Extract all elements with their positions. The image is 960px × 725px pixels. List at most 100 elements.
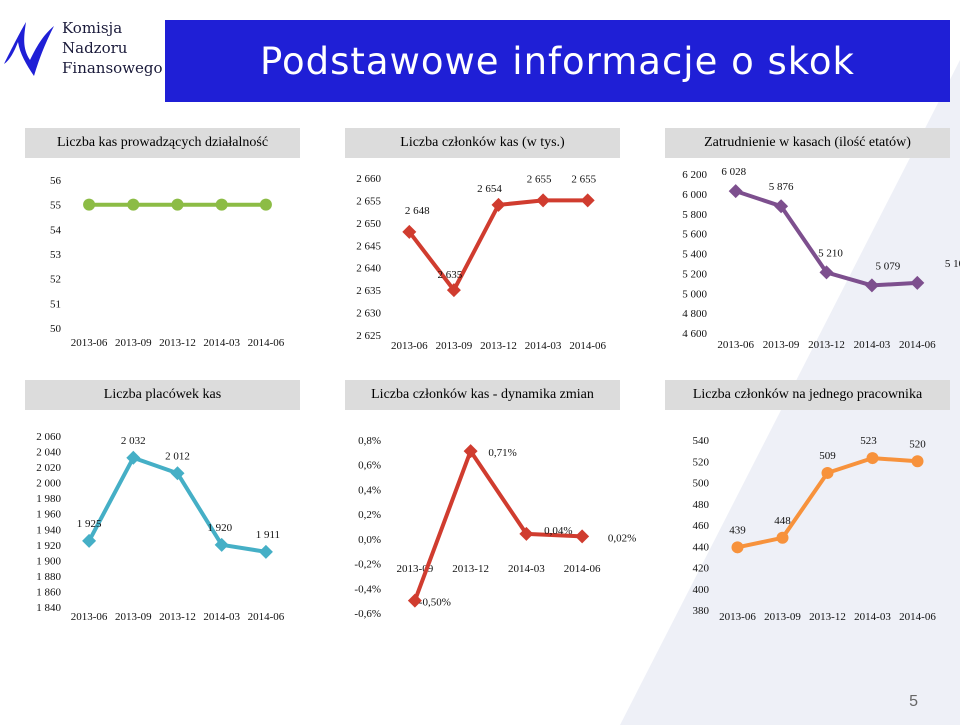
x-tick-label: 2014-06 bbox=[899, 339, 936, 351]
data-label: 523 bbox=[860, 435, 877, 447]
series-line bbox=[407, 198, 588, 293]
x-tick-label: 2013-06 bbox=[71, 337, 108, 349]
data-label: 2 032 bbox=[121, 435, 146, 447]
x-tick-label: 2013-12 bbox=[159, 611, 196, 623]
data-point bbox=[491, 197, 506, 212]
x-tick-label: 2013-06 bbox=[71, 611, 108, 623]
chart-title: Zatrudnienie w kasach (ilość etatów) bbox=[665, 128, 950, 158]
logo-mark-icon bbox=[4, 22, 54, 76]
x-tick-label: 2013-06 bbox=[719, 611, 756, 623]
y-tick-label: 480 bbox=[693, 499, 710, 511]
y-tick-label: 1 860 bbox=[36, 586, 61, 598]
y-tick-label: 1 840 bbox=[36, 602, 61, 614]
page-title: Podstawowe informacje o skok bbox=[165, 20, 950, 102]
x-tick-label: 2014-06 bbox=[248, 611, 285, 623]
data-point bbox=[866, 452, 879, 465]
data-label: 448 bbox=[774, 515, 791, 527]
y-tick-label: 5 000 bbox=[682, 288, 707, 300]
y-tick-label: 4 800 bbox=[682, 308, 707, 320]
data-label: 1 920 bbox=[207, 522, 232, 534]
y-tick-label: 1 960 bbox=[36, 509, 61, 521]
y-tick-label: 6 000 bbox=[682, 189, 707, 201]
x-tick-label: 2013-12 bbox=[480, 340, 517, 352]
y-tick-label: 420 bbox=[693, 563, 710, 575]
page-number: 5 bbox=[909, 693, 918, 710]
data-point bbox=[536, 193, 551, 208]
chart-dynamika: 0,8% 0,6% 0,4% 0,2% 0,0% -0,2% -0,4% -0,6% 2013-… bbox=[354, 435, 636, 620]
data-label: 6 028 bbox=[721, 166, 746, 178]
y-tick-label: 2 655 bbox=[356, 195, 381, 207]
x-tick-label: 2014-06 bbox=[899, 611, 936, 623]
chart-title: Liczba członków na jednego pracownika bbox=[665, 380, 950, 410]
chart-panel-dynamika: Liczba członków kas - dynamika zmian 0,8… bbox=[345, 380, 636, 630]
y-tick-label: 1 980 bbox=[36, 493, 61, 505]
y-tick-label: 2 000 bbox=[36, 478, 61, 490]
x-tick-label: 2013-09 bbox=[764, 611, 801, 623]
y-tick-label: 5 800 bbox=[682, 209, 707, 221]
data-label: 2 655 bbox=[571, 173, 596, 185]
y-tick-label: 380 bbox=[693, 605, 710, 617]
data-label: 2 654 bbox=[477, 183, 502, 195]
x-tick-label: 2013-06 bbox=[391, 340, 428, 352]
logo-line-2: Nadzoru bbox=[62, 39, 128, 57]
data-label: 5 210 bbox=[818, 247, 843, 259]
y-tick-label: 2 645 bbox=[356, 240, 381, 252]
x-tick-label: 2013-09 bbox=[763, 339, 800, 351]
y-tick-label: 1 880 bbox=[36, 571, 61, 583]
data-point bbox=[171, 198, 184, 211]
y-tick-label: 1 900 bbox=[36, 555, 61, 567]
y-tick-label: 2 650 bbox=[356, 218, 381, 230]
x-tick-label: 2013-06 bbox=[717, 339, 754, 351]
x-tick-label: 2013-12 bbox=[808, 339, 845, 351]
y-tick-label: 2 630 bbox=[356, 308, 381, 320]
x-tick-label: 2013-12 bbox=[159, 337, 196, 349]
chart-title: Liczba kas prowadzących działalność bbox=[25, 128, 300, 158]
chart-czlonkowie: 2 660 2 655 2 650 2 645 2 640 2 635 2 630 2 625… bbox=[356, 173, 606, 352]
y-tick-label: 52 bbox=[50, 274, 61, 286]
data-point bbox=[446, 283, 461, 298]
y-tick-label: 5 600 bbox=[682, 229, 707, 241]
y-tick-label: 540 bbox=[693, 435, 710, 447]
data-point bbox=[463, 444, 478, 459]
x-tick-label: 2013-12 bbox=[809, 611, 846, 623]
y-tick-label: 1 920 bbox=[36, 540, 61, 552]
data-point bbox=[821, 466, 834, 479]
data-label: 5 079 bbox=[876, 260, 901, 272]
data-point bbox=[864, 278, 879, 293]
y-tick-label: 55 bbox=[50, 200, 62, 212]
chart-panel-na-pracownika: Liczba członków na jednego pracownika 54… bbox=[665, 380, 950, 630]
knf-logo: Komisja Nadzoru Finansowego bbox=[0, 0, 165, 100]
y-tick-label: 2 020 bbox=[36, 462, 61, 474]
y-tick-label: 50 bbox=[50, 323, 62, 335]
data-point bbox=[580, 193, 595, 208]
chart-zatrudnienie: 6 200 6 000 5 800 5 600 5 400 5 200 5 000 4 800… bbox=[682, 166, 960, 351]
data-point bbox=[126, 450, 141, 465]
y-tick-label: 4 600 bbox=[682, 328, 707, 340]
data-label: 0,04% bbox=[544, 525, 572, 537]
x-tick-label: 2014-03 bbox=[854, 339, 891, 351]
data-label: 509 bbox=[819, 450, 836, 462]
chart-title: Liczba członków kas - dynamika zmian bbox=[345, 380, 620, 410]
y-tick-label: 51 bbox=[50, 298, 61, 310]
data-label: 2 635 bbox=[438, 269, 463, 281]
data-point bbox=[214, 537, 229, 552]
y-tick-label: -0,2% bbox=[354, 559, 381, 571]
data-point bbox=[819, 265, 834, 280]
chart-panel-czlonkowie: Liczba członków kas (w tys.) 2 660 2 655 2… bbox=[345, 128, 620, 355]
y-tick-label: 0,6% bbox=[358, 460, 381, 472]
data-point bbox=[407, 593, 422, 608]
x-tick-label: 2014-03 bbox=[525, 340, 562, 352]
data-point bbox=[776, 531, 789, 544]
x-tick-label: 2014-06 bbox=[564, 563, 601, 575]
y-tick-label: 6 200 bbox=[682, 169, 707, 181]
y-tick-label: 53 bbox=[50, 249, 62, 261]
y-tick-label: -0,4% bbox=[354, 583, 381, 595]
x-tick-label: 2013-12 bbox=[452, 563, 489, 575]
x-tick-label: 2013-09 bbox=[115, 337, 152, 349]
x-tick-label: 2014-06 bbox=[569, 340, 606, 352]
y-tick-label: 400 bbox=[693, 584, 710, 596]
chart-panel-kasy: Liczba kas prowadzących działalność 56 55… bbox=[25, 128, 300, 355]
y-tick-label: 2 635 bbox=[356, 285, 381, 297]
data-label: 439 bbox=[729, 524, 746, 536]
data-point bbox=[774, 199, 789, 214]
